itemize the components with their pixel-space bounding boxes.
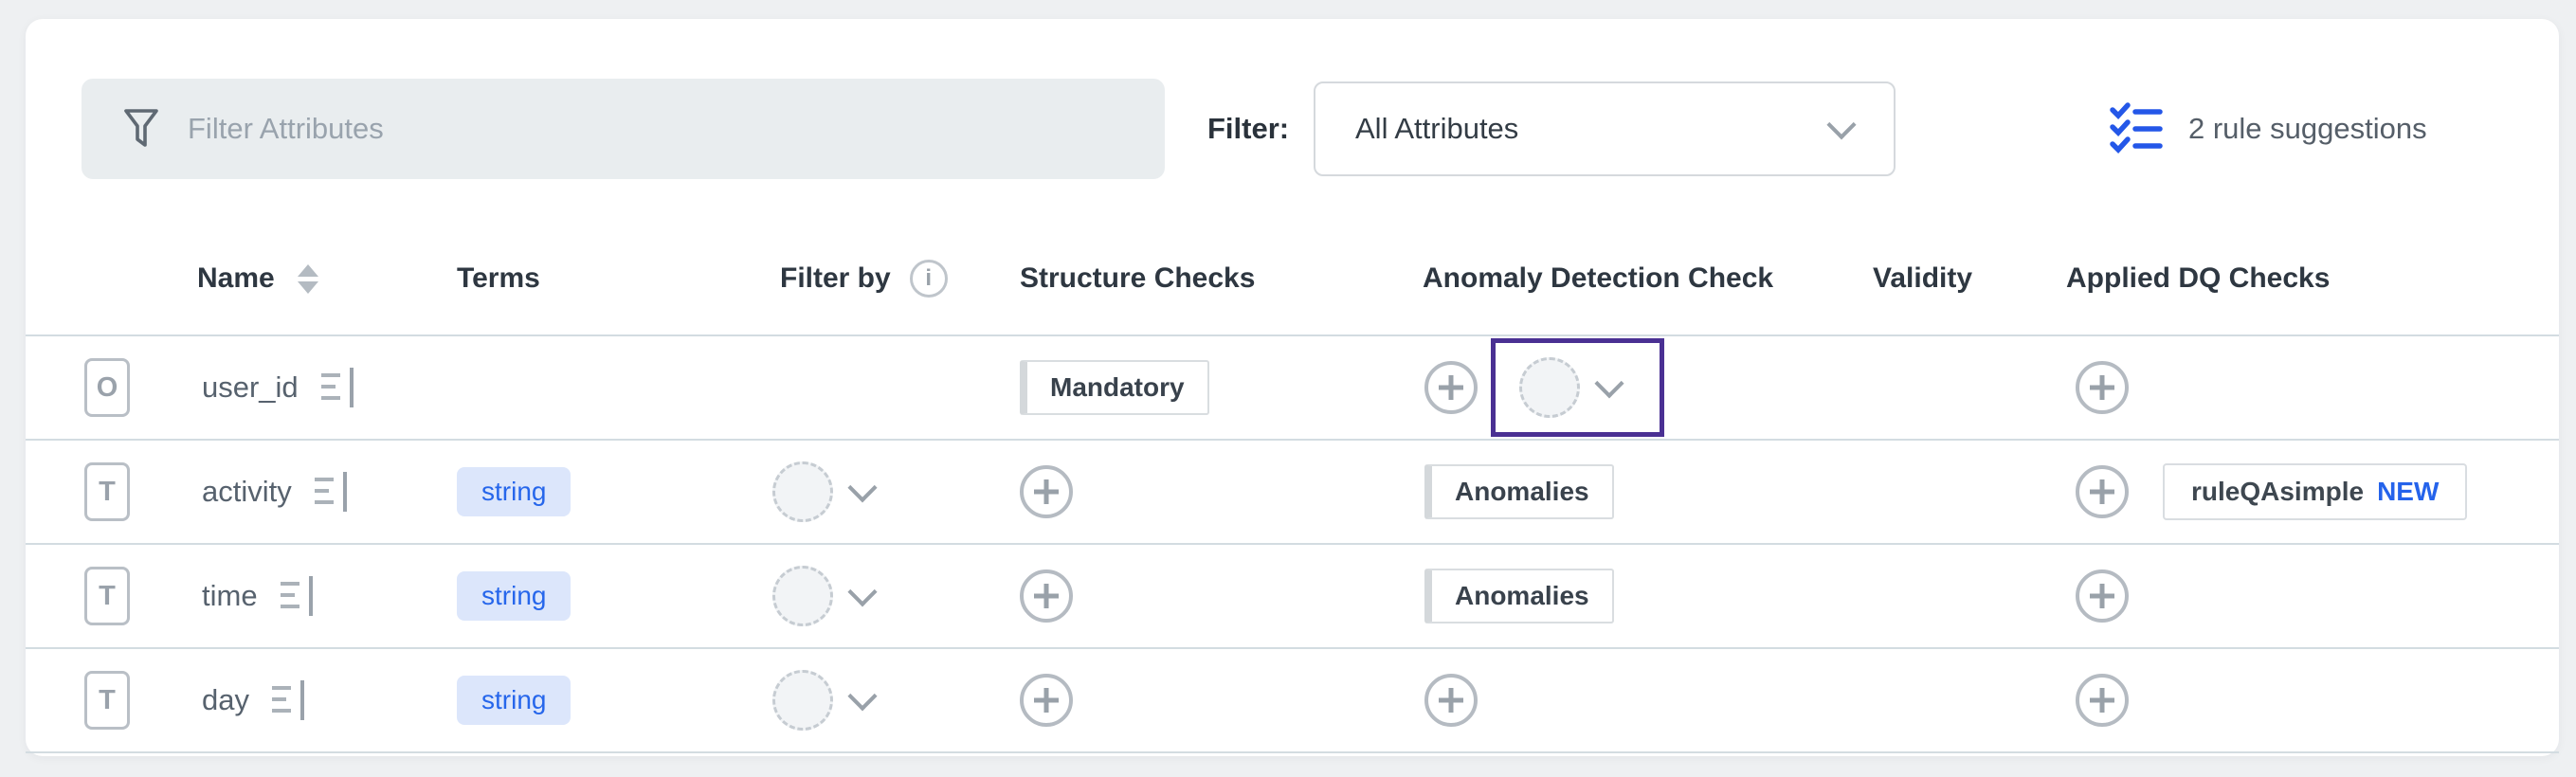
chevron-down-icon[interactable] bbox=[847, 577, 878, 607]
attributes-filter-dropdown[interactable]: All Attributes bbox=[1314, 81, 1896, 176]
structure-checks-cell bbox=[1020, 649, 1073, 751]
rule-new-badge: NEW bbox=[2377, 477, 2440, 506]
attribute-name: user_id bbox=[202, 370, 299, 404]
type-icon: T bbox=[84, 441, 130, 543]
add-structure-check-button[interactable] bbox=[1020, 465, 1073, 518]
table-row-day: T day string bbox=[26, 649, 2559, 753]
add-anomaly-check-button[interactable] bbox=[1424, 674, 1478, 727]
attribute-name-cell: user_id bbox=[202, 336, 354, 439]
type-icon: O bbox=[84, 336, 130, 439]
add-dq-check-button[interactable] bbox=[2076, 465, 2129, 518]
filter-by-circle[interactable] bbox=[772, 566, 833, 626]
column-header-anomaly-detection: Anomaly Detection Check bbox=[1423, 223, 1773, 334]
structure-checks-cell: Mandatory bbox=[1020, 336, 1209, 439]
type-icon: T bbox=[84, 545, 130, 647]
column-label: Structure Checks bbox=[1020, 262, 1256, 294]
type-letter: O bbox=[84, 358, 130, 417]
terms-cell: string bbox=[457, 649, 571, 751]
attribute-name: activity bbox=[202, 475, 292, 508]
funnel-icon bbox=[124, 109, 158, 147]
attribute-name: day bbox=[202, 683, 249, 716]
column-header-terms: Terms bbox=[457, 223, 540, 334]
filter-by-cell bbox=[772, 545, 878, 647]
add-dq-check-button[interactable] bbox=[2076, 569, 2129, 623]
column-header-structure-checks: Structure Checks bbox=[1020, 223, 1255, 334]
filter-by-cell bbox=[772, 649, 878, 751]
filter-label: Filter: bbox=[1207, 112, 1290, 145]
table-row-time: T time string Anomalies bbox=[26, 545, 2559, 649]
anomaly-check-cell: Anomalies bbox=[1424, 441, 1614, 543]
column-header-filter-by: Filter by i bbox=[780, 223, 948, 334]
type-letter: T bbox=[84, 462, 130, 521]
add-description-icon[interactable] bbox=[280, 574, 313, 618]
type-letter: T bbox=[84, 567, 130, 625]
applied-dq-cell bbox=[2076, 649, 2129, 751]
attribute-name-cell: activity bbox=[202, 441, 347, 543]
chevron-down-icon bbox=[1826, 110, 1857, 140]
anomaly-check-chip[interactable]: Anomalies bbox=[1424, 464, 1614, 519]
attributes-card: Filter: All Attributes 2 rule suggestion… bbox=[26, 19, 2559, 756]
checklist-icon bbox=[2110, 102, 2163, 154]
column-label: Applied DQ Checks bbox=[2066, 262, 2331, 294]
rule-suggestions-label: 2 rule suggestions bbox=[2188, 112, 2427, 145]
column-label: Name bbox=[197, 262, 275, 294]
rule-name: ruleQAsimple bbox=[2191, 477, 2365, 506]
filter-by-circle[interactable] bbox=[772, 461, 833, 522]
anomaly-check-cell bbox=[1424, 649, 1478, 751]
data-type-chip[interactable]: string bbox=[457, 676, 571, 725]
anomaly-check-chip[interactable]: Anomalies bbox=[1424, 569, 1614, 623]
applied-rule-chip[interactable]: ruleQAsimple NEW bbox=[2163, 463, 2468, 520]
add-description-icon[interactable] bbox=[314, 470, 347, 514]
sort-arrows-icon[interactable] bbox=[297, 263, 318, 294]
structure-check-chip[interactable]: Mandatory bbox=[1020, 360, 1209, 415]
attributes-table: Name Terms Filter by i Structure Checks … bbox=[26, 223, 2559, 753]
applied-dq-cell bbox=[2076, 545, 2129, 647]
chevron-down-icon[interactable] bbox=[847, 473, 878, 503]
column-header-applied-dq-checks: Applied DQ Checks bbox=[2066, 223, 2330, 334]
anomaly-check-cell bbox=[1424, 336, 1478, 439]
add-structure-check-button[interactable] bbox=[1020, 674, 1073, 727]
terms-cell: string bbox=[457, 545, 571, 647]
add-description-icon[interactable] bbox=[271, 678, 304, 722]
applied-dq-cell bbox=[2076, 336, 2129, 439]
attribute-name: time bbox=[202, 579, 258, 612]
attribute-name-cell: time bbox=[202, 545, 313, 647]
add-anomaly-check-button[interactable] bbox=[1424, 361, 1478, 414]
filter-attributes-input-wrapper bbox=[82, 79, 1165, 179]
info-icon[interactable]: i bbox=[909, 260, 948, 298]
selected-cell-outline bbox=[1491, 338, 1664, 437]
applied-dq-cell: ruleQAsimple NEW bbox=[2076, 441, 2468, 543]
chevron-down-icon[interactable] bbox=[847, 681, 878, 712]
filter-by-cell bbox=[772, 441, 878, 543]
column-header-validity: Validity bbox=[1873, 223, 1972, 334]
data-type-chip[interactable]: string bbox=[457, 571, 571, 621]
chevron-down-icon[interactable] bbox=[1594, 369, 1624, 399]
column-label: Terms bbox=[457, 262, 540, 294]
column-label: Validity bbox=[1873, 262, 1973, 294]
attribute-name-cell: day bbox=[202, 649, 304, 751]
column-label: Anomaly Detection Check bbox=[1423, 262, 1774, 294]
add-dq-check-button[interactable] bbox=[2076, 674, 2129, 727]
add-dq-check-button[interactable] bbox=[2076, 361, 2129, 414]
filter-by-circle[interactable] bbox=[1519, 357, 1580, 418]
dropdown-selected-value: All Attributes bbox=[1355, 112, 1519, 145]
structure-checks-cell bbox=[1020, 545, 1073, 647]
column-label: Filter by bbox=[780, 262, 891, 294]
filter-attributes-input[interactable] bbox=[188, 112, 1165, 146]
table-header-row: Name Terms Filter by i Structure Checks … bbox=[26, 223, 2559, 336]
terms-cell: string bbox=[457, 441, 571, 543]
data-type-chip[interactable]: string bbox=[457, 467, 571, 516]
anomaly-check-cell: Anomalies bbox=[1424, 545, 1614, 647]
type-icon: T bbox=[84, 649, 130, 751]
add-structure-check-button[interactable] bbox=[1020, 569, 1073, 623]
column-header-name: Name bbox=[197, 223, 318, 334]
structure-checks-cell bbox=[1020, 441, 1073, 543]
table-row-activity: T activity string Anomalies bbox=[26, 441, 2559, 545]
rule-suggestions-button[interactable]: 2 rule suggestions bbox=[2109, 79, 2427, 179]
add-description-icon[interactable] bbox=[320, 366, 354, 409]
type-letter: T bbox=[84, 671, 130, 730]
filter-by-circle[interactable] bbox=[772, 670, 833, 731]
table-row-user_id: O user_id Mandatory bbox=[26, 336, 2559, 441]
